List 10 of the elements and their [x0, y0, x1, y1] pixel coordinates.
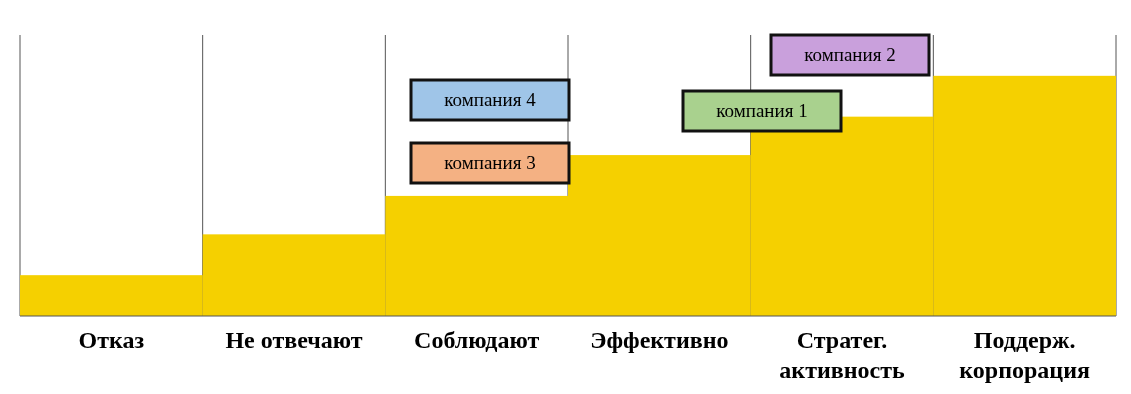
annotation: компания 4 [444, 89, 537, 110]
x-tick-label: Эффективно [590, 327, 729, 353]
x-tick-label: Стратег. активность [779, 327, 905, 383]
x-tick-label: Не отвечают [225, 327, 363, 353]
x-tick-label: Поддерж. корпорация [959, 327, 1091, 383]
text: компания 2 [804, 44, 896, 65]
x-tick-label: Соблюдают [414, 327, 540, 353]
annotation: компания 1 [716, 100, 808, 121]
x-tick-label: Отказ [78, 327, 145, 353]
annotation: компания 3 [444, 152, 536, 173]
